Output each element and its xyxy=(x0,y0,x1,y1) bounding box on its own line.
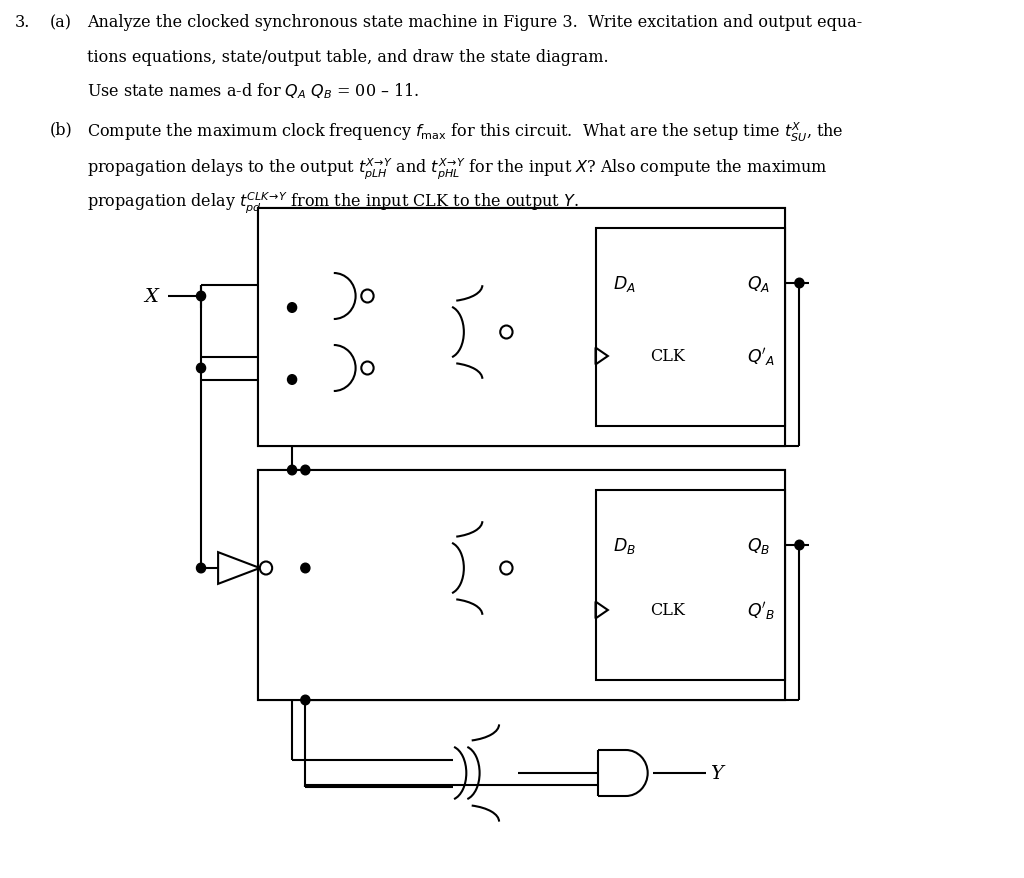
Bar xyxy=(596,491,785,680)
Circle shape xyxy=(288,375,297,385)
Circle shape xyxy=(301,564,310,573)
Text: Use state names a-d for $Q_A$ $Q_B$ = 00 – 11.: Use state names a-d for $Q_A$ $Q_B$ = 00… xyxy=(87,81,420,101)
Text: propagation delays to the output $t^{X\!\to\!Y}_{pLH}$ and $t^{X\!\to\!Y}_{pHL}$: propagation delays to the output $t^{X\!… xyxy=(87,157,827,182)
Circle shape xyxy=(361,362,374,375)
Circle shape xyxy=(301,465,310,475)
Text: tions equations, state/output table, and draw the state diagram.: tions equations, state/output table, and… xyxy=(87,49,609,66)
Text: $Q_A$: $Q_A$ xyxy=(748,274,770,293)
Circle shape xyxy=(197,291,206,301)
Text: $Q'_A$: $Q'_A$ xyxy=(748,346,775,368)
Circle shape xyxy=(197,363,206,373)
Text: CLK: CLK xyxy=(650,601,685,619)
Circle shape xyxy=(301,695,310,705)
Bar xyxy=(258,209,785,447)
Circle shape xyxy=(500,326,513,339)
Circle shape xyxy=(288,465,297,475)
Circle shape xyxy=(795,279,804,289)
Text: Y: Y xyxy=(711,764,723,782)
Circle shape xyxy=(795,541,804,551)
Text: 3.: 3. xyxy=(15,14,31,31)
Text: $Q_B$: $Q_B$ xyxy=(748,536,770,556)
Bar xyxy=(258,209,785,447)
Text: (b): (b) xyxy=(49,121,72,138)
Circle shape xyxy=(197,564,206,573)
Bar xyxy=(258,471,785,700)
Circle shape xyxy=(361,290,374,303)
Bar xyxy=(258,471,785,700)
Text: propagation delay $t^{CLK\!\to\!Y}_{pd}$ from the input CLK to the output $Y$.: propagation delay $t^{CLK\!\to\!Y}_{pd}$… xyxy=(87,191,580,216)
Circle shape xyxy=(288,304,297,313)
Text: Analyze the clocked synchronous state machine in Figure 3.  Write excitation and: Analyze the clocked synchronous state ma… xyxy=(87,14,862,31)
Text: $D_B$: $D_B$ xyxy=(612,536,636,556)
Bar xyxy=(596,229,785,427)
Text: $D_A$: $D_A$ xyxy=(612,274,636,293)
Text: (a): (a) xyxy=(49,14,72,31)
Text: CLK: CLK xyxy=(650,348,685,365)
Text: $Q'_B$: $Q'_B$ xyxy=(748,600,776,622)
Circle shape xyxy=(500,562,513,575)
Circle shape xyxy=(260,562,272,575)
Text: Compute the maximum clock frequency $f_{\mathrm{max}}$ for this circuit.  What a: Compute the maximum clock frequency $f_{… xyxy=(87,121,844,144)
Text: X: X xyxy=(144,288,159,306)
